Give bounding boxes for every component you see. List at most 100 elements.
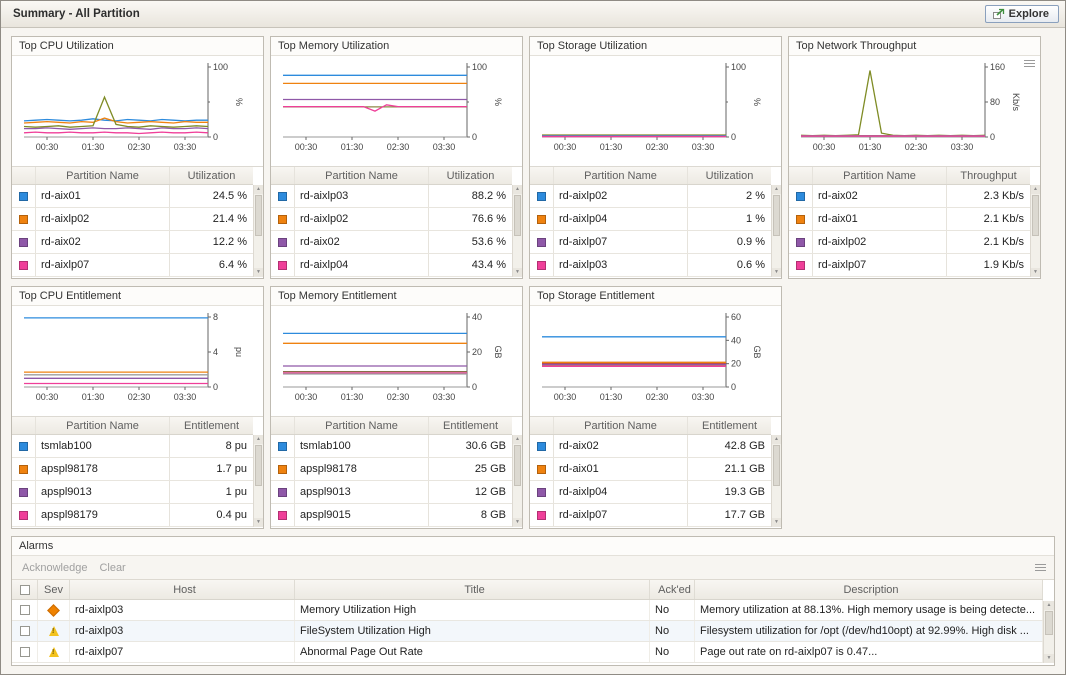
scroll-down-arrow-icon[interactable]: ▼ (772, 518, 781, 527)
scroll-track[interactable] (513, 194, 522, 268)
table-row[interactable]: rd-aixlp03 88.2 % (271, 185, 512, 208)
scroll-down-arrow-icon[interactable]: ▼ (513, 268, 522, 277)
table-row[interactable]: rd-aix02 2.3 Kb/s (789, 185, 1030, 208)
alarm-checkbox[interactable] (19, 626, 30, 636)
scroll-down-arrow-icon[interactable]: ▼ (1044, 654, 1054, 663)
table-row[interactable]: rd-aixlp02 2 % (530, 185, 771, 208)
scroll-track[interactable] (1031, 194, 1040, 268)
scroll-thumb[interactable] (773, 445, 780, 486)
scroll-up-arrow-icon[interactable]: ▲ (513, 185, 522, 194)
line-chart-svg: 0 80 160 Kb/s 00:30 01:30 02:30 03:30 (800, 62, 1021, 152)
table-scrollbar[interactable]: ▲ ▼ (1030, 185, 1040, 277)
chart-options-icon[interactable] (1024, 60, 1035, 68)
table-scrollbar[interactable]: ▲ ▼ (771, 435, 781, 527)
table-row[interactable]: rd-aixlp04 1 % (530, 208, 771, 231)
scroll-down-arrow-icon[interactable]: ▼ (1031, 268, 1040, 277)
table-row[interactable]: rd-aix01 24.5 % (12, 185, 253, 208)
table-row[interactable]: apspl98178 25 GB (271, 458, 512, 481)
scroll-down-arrow-icon[interactable]: ▼ (254, 268, 263, 277)
table-row[interactable]: rd-aixlp07 17.7 GB (530, 504, 771, 527)
table-scrollbar[interactable]: ▲ ▼ (512, 435, 522, 527)
alarm-checkbox[interactable] (19, 647, 30, 657)
table-scrollbar[interactable]: ▲ ▼ (771, 185, 781, 277)
memory-entitlement-table: Partition Name Entitlement tsmlab100 30.6 G… (271, 416, 522, 527)
alarm-checkbox[interactable] (19, 605, 30, 615)
storage-entitlement-chart[interactable]: 0 20 40 60 GB 00:30 01:30 02:30 03:30 (530, 306, 781, 416)
scroll-down-arrow-icon[interactable]: ▼ (772, 268, 781, 277)
partition-name-cell: rd-aixlp02 (554, 185, 688, 207)
scroll-up-arrow-icon[interactable]: ▲ (254, 185, 263, 194)
table-row[interactable]: rd-aixlp07 6.4 % (12, 254, 253, 277)
table-row[interactable]: tsmlab100 8 pu (12, 435, 253, 458)
table-row[interactable]: rd-aixlp03 0.6 % (530, 254, 771, 277)
scroll-up-arrow-icon[interactable]: ▲ (772, 435, 781, 444)
scroll-down-arrow-icon[interactable]: ▼ (513, 518, 522, 527)
table-row[interactable]: apspl9013 12 GB (271, 481, 512, 504)
table-row[interactable]: apspl98179 0.4 pu (12, 504, 253, 527)
acknowledge-button[interactable]: Acknowledge (22, 561, 88, 574)
line-chart-svg: 0 20 40 GB 00:30 01:30 02:30 03:30 (283, 312, 503, 402)
table-row[interactable]: apspl9015 8 GB (271, 504, 512, 527)
clear-button[interactable]: Clear (99, 561, 126, 574)
scroll-up-arrow-icon[interactable]: ▲ (1044, 601, 1054, 610)
scroll-thumb[interactable] (773, 195, 780, 236)
table-row[interactable]: rd-aixlp02 2.1 Kb/s (789, 231, 1030, 254)
series-color-swatch (537, 510, 546, 520)
partition-name-cell: rd-aix01 (36, 185, 170, 207)
scroll-up-arrow-icon[interactable]: ▲ (1031, 185, 1040, 194)
alarm-checkbox-cell (12, 642, 38, 662)
table-row[interactable]: rd-aix02 42.8 GB (530, 435, 771, 458)
select-all-checkbox[interactable] (19, 584, 30, 595)
table-customizer-icon[interactable] (1035, 563, 1046, 572)
svg-text:03:30: 03:30 (174, 392, 197, 402)
alarms-scrollbar[interactable]: ▲ ▼ (1043, 601, 1054, 663)
table-row[interactable]: rd-aixlp02 21.4 % (12, 208, 253, 231)
table-row[interactable]: rd-aix02 12.2 % (12, 231, 253, 254)
memory-entitlement-chart[interactable]: 0 20 40 GB 00:30 01:30 02:30 03:30 (271, 306, 522, 416)
table-row[interactable]: apspl9013 1 pu (12, 481, 253, 504)
scroll-thumb[interactable] (1032, 195, 1039, 236)
alarm-row[interactable]: rd-aixlp03 Memory Utilization High No Memor… (12, 600, 1043, 621)
table-scrollbar[interactable]: ▲ ▼ (253, 185, 263, 277)
scroll-track[interactable] (1044, 610, 1054, 654)
scroll-up-arrow-icon[interactable]: ▲ (254, 435, 263, 444)
scroll-up-arrow-icon[interactable]: ▲ (772, 185, 781, 194)
table-row[interactable]: rd-aix01 2.1 Kb/s (789, 208, 1030, 231)
table-row[interactable]: rd-aixlp02 76.6 % (271, 208, 512, 231)
scroll-track[interactable] (254, 444, 263, 518)
memory-utilization-chart[interactable]: 0 100% 00:30 01:30 02:30 03:30 (271, 56, 522, 166)
svg-text:8: 8 (213, 312, 218, 322)
table-row[interactable]: rd-aixlp04 19.3 GB (530, 481, 771, 504)
table-row[interactable]: rd-aix02 53.6 % (271, 231, 512, 254)
legend-cell (12, 458, 36, 480)
scroll-track[interactable] (513, 444, 522, 518)
legend-cell (789, 254, 813, 276)
table-row[interactable]: rd-aixlp07 1.9 Kb/s (789, 254, 1030, 277)
scroll-thumb[interactable] (514, 445, 521, 486)
table-row[interactable]: rd-aixlp07 0.9 % (530, 231, 771, 254)
table-row[interactable]: apspl98178 1.7 pu (12, 458, 253, 481)
cpu-utilization-chart[interactable]: 0 100% 00:30 01:30 02:30 03:30 (12, 56, 263, 166)
scroll-thumb[interactable] (255, 195, 262, 236)
scroll-down-arrow-icon[interactable]: ▼ (254, 518, 263, 527)
table-scrollbar[interactable]: ▲ ▼ (253, 435, 263, 527)
table-row[interactable]: rd-aix01 21.1 GB (530, 458, 771, 481)
storage-utilization-chart[interactable]: 0 100% 00:30 01:30 02:30 03:30 (530, 56, 781, 166)
critical-severity-icon (47, 603, 60, 617)
network-throughput-chart[interactable]: 0 80 160 Kb/s 00:30 01:30 02:30 03:30 (789, 56, 1040, 166)
scroll-track[interactable] (772, 194, 781, 268)
scroll-thumb[interactable] (1045, 611, 1053, 636)
table-scrollbar[interactable]: ▲ ▼ (512, 185, 522, 277)
scroll-track[interactable] (254, 194, 263, 268)
scroll-thumb[interactable] (255, 445, 262, 486)
scroll-thumb[interactable] (514, 195, 521, 236)
middle-row-panels: Top CPU Entitlement 0 4 8 pu 00:30 01:30 02:30… (11, 286, 1055, 529)
cpu-entitlement-chart[interactable]: 0 4 8 pu 00:30 01:30 02:30 03:30 (12, 306, 263, 416)
table-row[interactable]: tsmlab100 30.6 GB (271, 435, 512, 458)
scroll-up-arrow-icon[interactable]: ▲ (513, 435, 522, 444)
table-row[interactable]: rd-aixlp04 43.4 % (271, 254, 512, 277)
scroll-track[interactable] (772, 444, 781, 518)
explore-button[interactable]: Explore (984, 5, 1059, 23)
